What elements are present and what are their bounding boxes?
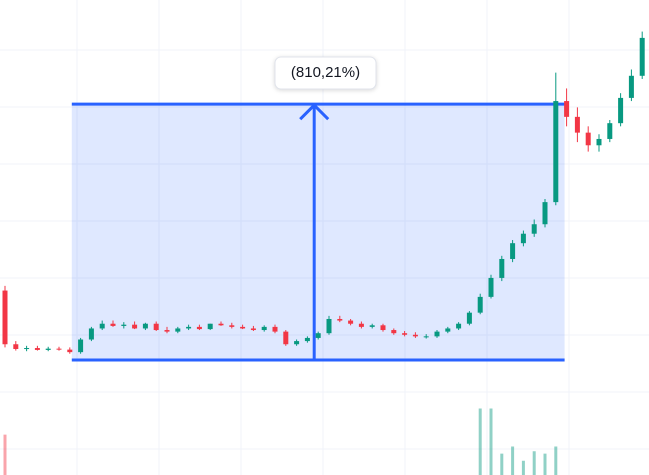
volume-bar [554,446,558,475]
candle-body [348,320,354,324]
volume-bar [3,434,7,475]
candle-body [445,328,451,332]
candle-body [499,258,505,278]
candles [2,31,645,354]
candle-body [520,233,526,244]
candle-body [596,138,602,146]
candle-body [196,326,202,330]
volume-bar [511,446,515,475]
candle-body [153,323,159,331]
measure-text: (810,21%) [291,64,360,81]
volume-bar [532,451,536,475]
candle-body [229,325,235,327]
candle-body [477,296,483,313]
candle-body [186,326,192,329]
candle-body [24,348,30,350]
candle-body [283,331,289,345]
candle-body [250,328,256,331]
arrow-head [299,103,330,121]
volume-bar [478,408,482,475]
candle-body [2,290,8,345]
candle-body [488,277,494,297]
candle-body [585,132,591,146]
candle-body [402,333,408,335]
candle-body [510,243,516,259]
candle-body [45,348,51,350]
volume-bar [489,408,493,475]
candle-body [466,312,472,324]
candle-body [132,324,138,329]
candle-body [142,323,148,329]
candle-body [78,339,84,353]
volume-bar [543,453,547,475]
measure-label: (810,21%) [274,56,377,90]
candle-body [607,123,613,139]
candle-body [456,323,462,329]
candle-body [358,323,364,327]
candle-body [110,323,116,326]
candle-body [564,101,570,117]
candle-body [326,318,332,334]
candle-body [175,328,181,332]
candle-body [261,326,267,331]
candle-body [272,326,278,332]
candle-body [391,330,397,334]
candle-body [574,116,580,133]
candle-body [164,330,170,332]
candle-body [121,324,127,326]
candle-body [628,75,634,98]
label-box [274,56,377,90]
measure-area [71,104,565,361]
candle-body [67,349,73,353]
candle-body [618,97,624,124]
candle-body [56,348,62,350]
candle-body [13,344,19,349]
candle-body [99,323,105,329]
candle-body [337,318,343,321]
candle-body [412,334,418,337]
candle-body [294,341,300,345]
candle-body [531,224,537,234]
candle-body [315,333,321,338]
candle-body [380,325,386,331]
measure-box [71,102,565,362]
candle-body [553,101,559,203]
candle-body [240,326,246,329]
candle-body [423,336,429,338]
candle-body [542,202,548,225]
volume-bar [521,460,525,475]
candle-body [88,328,94,340]
candle-body [34,348,40,350]
candle-body [369,325,375,327]
candle-body [304,337,310,342]
volume [3,408,558,475]
volume-bar [500,453,504,475]
candle-body [218,323,224,326]
candle-body [639,37,645,76]
candle-body [434,331,440,337]
candle-body [207,323,213,330]
